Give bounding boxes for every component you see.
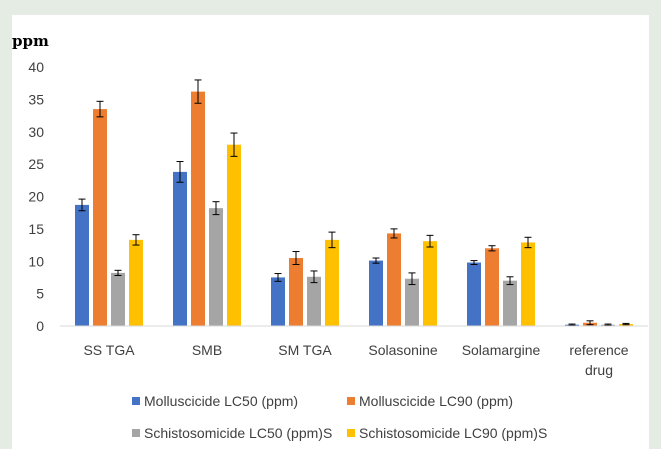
legend-swatch — [132, 397, 140, 405]
bar — [209, 208, 223, 326]
bar — [93, 109, 107, 327]
y-tick-label: 35 — [28, 91, 44, 107]
bar — [467, 262, 481, 326]
legend: Molluscicide LC50 (ppm) Molluscicide LC90… — [132, 393, 547, 441]
category-label: drug — [585, 362, 613, 378]
bar — [75, 204, 89, 326]
category-labels: SS TGA SMB SM TGA Solasonine Solamargine refe… — [83, 342, 628, 378]
category-label: SS TGA — [83, 342, 135, 358]
legend-label: Molluscicide LC90 (ppm) — [359, 393, 513, 409]
bar — [307, 276, 321, 326]
bar — [405, 278, 419, 326]
y-tick-label: 30 — [28, 124, 44, 140]
category-label: Solasonine — [368, 342, 437, 358]
bars — [75, 79, 633, 327]
bar — [289, 258, 303, 326]
y-tick-label: 40 — [28, 59, 44, 75]
chart-panel: ppm 0 5 10 15 20 25 30 35 40 SS TGA SMB SM TGA Sola… — [12, 15, 649, 449]
bar — [227, 144, 241, 326]
legend-swatch — [347, 429, 355, 437]
y-tick-label: 5 — [36, 286, 44, 302]
bar — [325, 239, 339, 326]
legend-label: Molluscicide LC50 (ppm) — [144, 393, 298, 409]
y-tick-label: 10 — [28, 253, 44, 269]
bar — [485, 248, 499, 326]
y-tick-label: 20 — [28, 189, 44, 205]
legend-label: Schistosomicide LC90 (ppm)S — [359, 425, 547, 441]
legend-swatch — [132, 429, 140, 437]
category-label: Solamargine — [462, 342, 541, 358]
bar-chart: ppm 0 5 10 15 20 25 30 35 40 SS TGA SMB SM TGA Sola… — [12, 32, 648, 441]
y-tick-label: 25 — [28, 156, 44, 172]
bar — [423, 241, 437, 326]
y-tick-label: 15 — [28, 221, 44, 237]
bar — [369, 260, 383, 326]
bar — [271, 277, 285, 326]
bar — [129, 239, 143, 326]
y-ticks: 0 5 10 15 20 25 30 35 40 — [28, 59, 44, 334]
legend-swatch — [347, 397, 355, 405]
y-tick-label: 0 — [36, 318, 44, 334]
bar — [387, 233, 401, 326]
bar — [521, 242, 535, 326]
legend-label: Schistosomicide LC50 (ppm)S — [144, 425, 332, 441]
bar — [111, 272, 125, 326]
y-axis-label: ppm — [12, 32, 49, 50]
bar — [191, 91, 205, 326]
category-label: SM TGA — [278, 342, 332, 358]
category-label: SMB — [192, 342, 222, 358]
bar — [173, 171, 187, 326]
category-label: reference — [569, 342, 628, 358]
bar — [503, 280, 517, 326]
